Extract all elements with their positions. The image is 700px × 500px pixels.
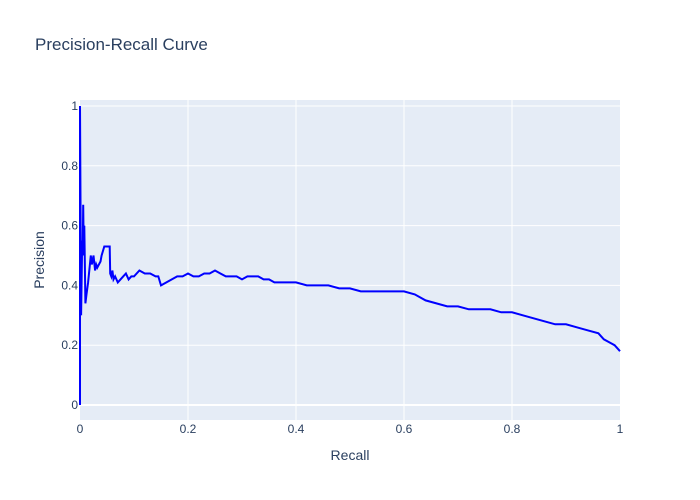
x-tick-label: 0.6 — [396, 422, 413, 436]
x-tick-label: 0 — [77, 422, 84, 436]
x-tick-label: 0.4 — [288, 422, 305, 436]
grid-lines — [80, 100, 620, 420]
y-tick-label: 0.2 — [61, 338, 78, 352]
x-tick-labels: 0 0.2 0.4 0.6 0.8 1 — [77, 422, 624, 436]
y-tick-labels: 0 0.2 0.4 0.6 0.8 1 — [61, 99, 78, 412]
plot-area — [80, 100, 620, 420]
x-tick-label: 0.2 — [180, 422, 197, 436]
y-tick-label: 1 — [71, 99, 78, 113]
pr-curve-line — [79, 105, 621, 405]
x-tick-label: 1 — [617, 422, 624, 436]
y-axis-title: Precision — [31, 231, 47, 289]
y-tick-label: 0 — [71, 398, 78, 412]
x-tick-label: 0.8 — [504, 422, 521, 436]
x-axis-title: Recall — [331, 447, 370, 463]
y-tick-label: 0.8 — [61, 159, 78, 173]
series-layer — [79, 105, 621, 405]
y-tick-label: 0.6 — [61, 219, 78, 233]
y-tick-label: 0.4 — [61, 278, 78, 292]
chart-title: Precision-Recall Curve — [35, 35, 208, 54]
